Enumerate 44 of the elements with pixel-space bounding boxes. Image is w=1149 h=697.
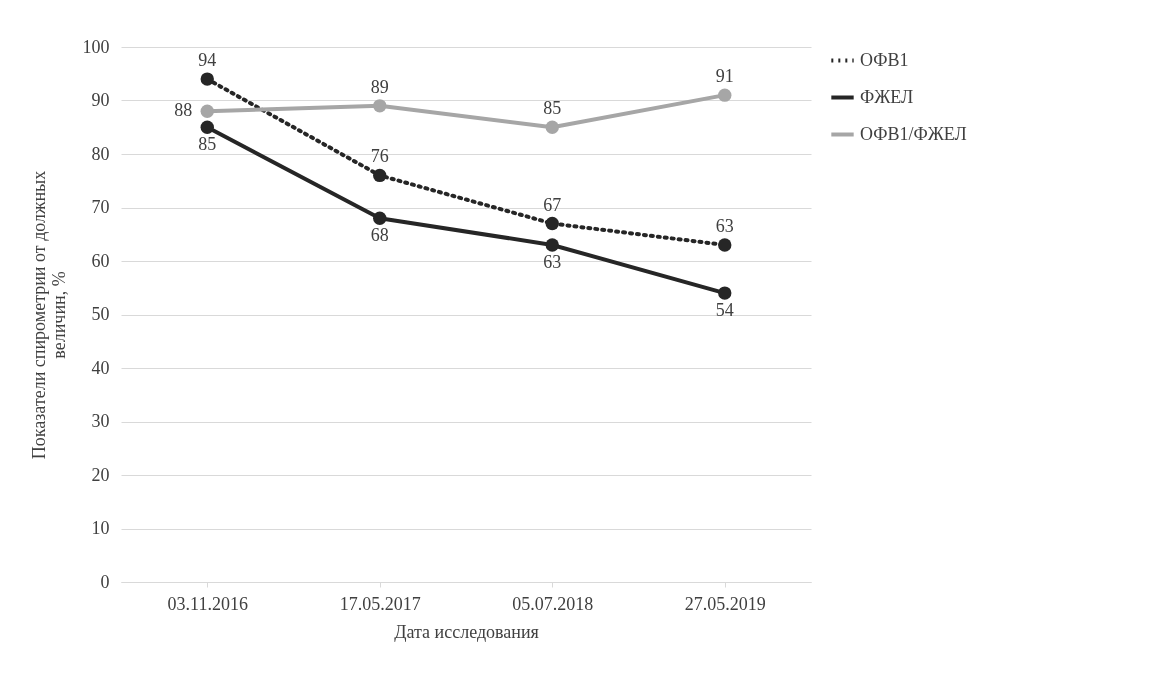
data-label: 54 bbox=[715, 300, 734, 321]
point bbox=[718, 88, 732, 102]
data-label: 94 bbox=[198, 50, 217, 71]
point bbox=[545, 216, 559, 231]
y-tick-label: 20 bbox=[91, 464, 110, 485]
point bbox=[373, 211, 387, 225]
point bbox=[200, 72, 214, 86]
point bbox=[200, 104, 214, 118]
legend-label: ОФВ1/ФЖЕЛ bbox=[860, 123, 967, 144]
data-label: 89 bbox=[370, 76, 389, 97]
x-tick-label: 03.11.2016 bbox=[167, 593, 248, 614]
y-axis-title: Показатели спирометрии от должных величин, % bbox=[28, 170, 69, 460]
y-tick-label: 80 bbox=[91, 143, 110, 164]
y-tick-label: 50 bbox=[91, 304, 110, 324]
data-label: 63 bbox=[715, 215, 734, 236]
data-label: 67 bbox=[543, 194, 562, 215]
point bbox=[545, 238, 559, 252]
y-tick-label: 10 bbox=[91, 518, 110, 538]
x-tick-label: 27.05.2019 bbox=[684, 593, 766, 614]
point bbox=[373, 99, 387, 113]
point bbox=[200, 120, 214, 134]
data-label: 68 bbox=[370, 225, 389, 246]
y-tick-label: 90 bbox=[91, 90, 110, 110]
legend-label: ОФВ1 bbox=[860, 49, 909, 70]
data-label: 85 bbox=[543, 98, 562, 119]
y-tick-label: 70 bbox=[91, 197, 110, 217]
data-label: 88 bbox=[174, 100, 193, 121]
x-axis-title: Дата исследования bbox=[394, 621, 539, 642]
y-tick-label: 30 bbox=[91, 411, 110, 431]
y-tick-label: 40 bbox=[91, 357, 110, 378]
data-label: 63 bbox=[543, 251, 562, 272]
data-label: 91 bbox=[715, 66, 734, 87]
point bbox=[545, 120, 559, 134]
x-tick-label: 05.07.2018 bbox=[512, 593, 594, 614]
y-tick-label: 60 bbox=[91, 250, 110, 271]
x-tick-label: 17.05.2017 bbox=[339, 593, 421, 614]
data-label: 85 bbox=[198, 134, 217, 155]
point bbox=[718, 238, 732, 252]
point bbox=[718, 286, 732, 300]
point bbox=[373, 168, 387, 183]
y-tick-label: 0 bbox=[100, 571, 110, 592]
y-tick-label: 100 bbox=[82, 36, 110, 57]
legend-label: ФЖЕЛ bbox=[860, 86, 914, 107]
data-label: 76 bbox=[370, 146, 389, 167]
